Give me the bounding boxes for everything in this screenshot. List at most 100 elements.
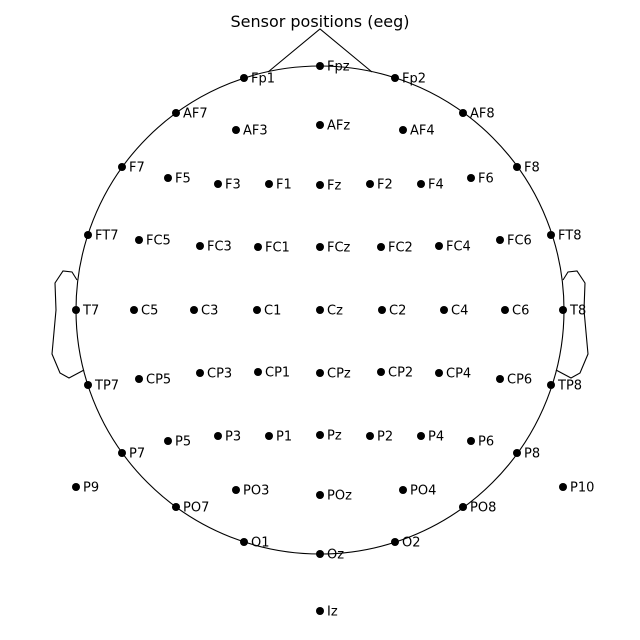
sensor-label: PO7 [183, 501, 209, 516]
sensor-iz: Iz [316, 605, 338, 620]
sensor-poz: POz [316, 489, 352, 504]
sensor-f3: F3 [214, 178, 241, 193]
sensor-label: PO8 [470, 501, 496, 516]
sensor-label: C5 [141, 304, 158, 319]
sensor-dot [366, 180, 374, 188]
sensor-fp2: Fp2 [391, 72, 426, 87]
sensor-label: FC1 [265, 241, 290, 256]
sensor-label: F2 [377, 178, 393, 193]
sensor-cpz: CPz [316, 367, 351, 382]
sensor-label: C3 [201, 304, 218, 319]
sensor-label: AFz [327, 119, 350, 134]
sensor-label: FC6 [507, 234, 532, 249]
sensor-label: POz [327, 489, 352, 504]
sensor-fp1: Fp1 [240, 72, 275, 87]
sensor-dot [467, 437, 475, 445]
sensor-dot [316, 62, 324, 70]
sensor-dot [172, 503, 180, 511]
sensor-dot [496, 236, 504, 244]
sensor-dot [316, 431, 324, 439]
sensor-label: P6 [478, 435, 494, 450]
sensor-label: P10 [570, 481, 594, 496]
sensor-p10: P10 [559, 481, 594, 496]
sensor-p3: P3 [214, 430, 241, 445]
sensor-dot [399, 126, 407, 134]
sensor-label: P3 [225, 430, 241, 445]
sensor-dot [513, 163, 521, 171]
sensor-cp4: CP4 [435, 367, 471, 382]
sensor-dot [232, 126, 240, 134]
sensor-dot [459, 503, 467, 511]
sensor-label: P2 [377, 430, 393, 445]
sensor-fz: Fz [316, 179, 341, 194]
sensor-label: T8 [569, 304, 586, 319]
sensor-dot [84, 231, 92, 239]
sensor-ft8: FT8 [547, 229, 581, 244]
sensor-dot [254, 368, 262, 376]
sensor-label: Fz [327, 179, 341, 194]
sensor-fc4: FC4 [435, 240, 471, 255]
sensor-label: F3 [225, 178, 241, 193]
sensor-c4: C4 [440, 304, 468, 319]
sensor-label: TP8 [557, 379, 582, 394]
sensor-tp7: TP7 [84, 379, 119, 394]
sensor-label: Fp1 [251, 72, 275, 87]
sensor-label: CPz [327, 367, 351, 382]
sensor-f1: F1 [265, 178, 292, 193]
sensor-dot [196, 242, 204, 250]
sensor-dot [391, 538, 399, 546]
sensor-af7: AF7 [172, 107, 208, 122]
sensor-dot [547, 231, 555, 239]
sensor-t7: T7 [72, 304, 99, 319]
sensor-label: O2 [402, 536, 421, 551]
sensor-label: Fp2 [402, 72, 426, 87]
sensor-dot [467, 174, 475, 182]
sensor-ft7: FT7 [84, 229, 118, 244]
sensor-fc5: FC5 [135, 234, 171, 249]
sensor-label: F4 [428, 178, 444, 193]
sensor-dot [240, 74, 248, 82]
sensor-cz: Cz [316, 304, 343, 319]
sensor-dot [118, 449, 126, 457]
sensor-label: P4 [428, 430, 444, 445]
sensor-label: Oz [327, 548, 344, 563]
sensor-o1: O1 [240, 536, 270, 551]
sensor-label: P7 [129, 447, 145, 462]
sensor-label: FC2 [388, 241, 413, 256]
sensor-fc6: FC6 [496, 234, 532, 249]
sensor-p6: P6 [467, 435, 494, 450]
sensor-cp6: CP6 [496, 373, 532, 388]
sensor-label: PO3 [243, 484, 269, 499]
sensor-label: FT8 [558, 229, 581, 244]
sensor-dot [435, 369, 443, 377]
sensor-dot [164, 174, 172, 182]
head-outline-group [51, 28, 589, 555]
sensor-p5: P5 [164, 435, 191, 450]
sensor-dot [135, 375, 143, 383]
sensor-fcz: FCz [316, 241, 351, 256]
sensor-dot [254, 243, 262, 251]
sensor-label: F1 [276, 178, 292, 193]
sensor-cp1: CP1 [254, 366, 290, 381]
sensor-cp3: CP3 [196, 367, 232, 382]
sensor-label: FC3 [207, 240, 232, 255]
nose-outline [267, 28, 373, 73]
sensor-dot [316, 306, 324, 314]
sensor-c2: C2 [378, 304, 406, 319]
sensor-f6: F6 [467, 172, 494, 187]
sensor-dot [316, 181, 324, 189]
sensor-dot [559, 306, 567, 314]
sensor-label: AF7 [183, 107, 208, 122]
sensor-dot [316, 550, 324, 558]
sensor-dot [496, 375, 504, 383]
sensor-label: F7 [129, 161, 145, 176]
sensor-cp2: CP2 [377, 366, 413, 381]
sensor-dot [435, 242, 443, 250]
figure-title: Sensor positions (eeg) [230, 12, 409, 31]
sensor-label: FC4 [446, 240, 471, 255]
sensor-po7: PO7 [172, 501, 209, 516]
sensor-layer: Fp1 Fpz Fp2 AF7 AF3 AFz AF4 AF8 F7 F5 F3 F1 Fz F2 F4 F6… [72, 60, 594, 620]
sensor-dot [72, 306, 80, 314]
sensor-dot [172, 109, 180, 117]
sensor-t8: T8 [559, 304, 586, 319]
